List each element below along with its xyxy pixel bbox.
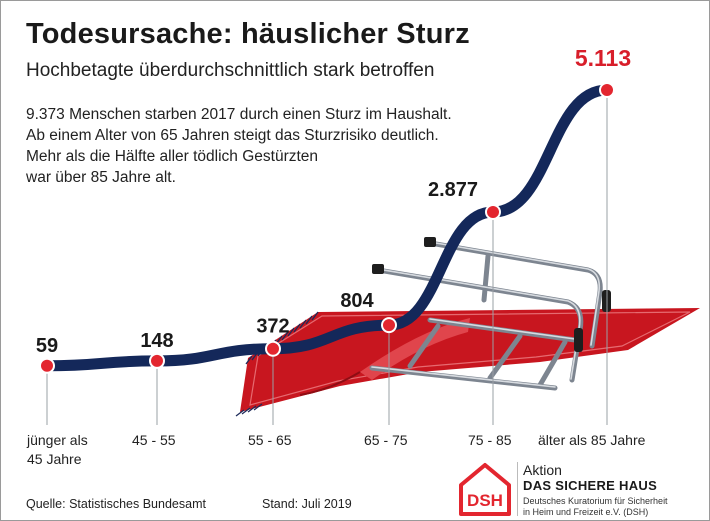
logo-line-org: Deutsches Kuratorium für Sicherheit (523, 496, 668, 506)
walker-illustration (369, 237, 611, 391)
x-tick-label: 45 - 55 (132, 432, 176, 448)
description-line: war über 85 Jahre alt. (26, 169, 176, 186)
data-point (149, 352, 165, 369)
data-point (599, 82, 615, 98)
data-label: 5.113 (575, 45, 631, 71)
logo-line-aktion: Aktion (523, 462, 562, 478)
source-note: Quelle: Statistisches Bundesamt (26, 497, 206, 511)
data-point (485, 204, 501, 221)
x-tick-label: 75 - 85 (468, 432, 512, 448)
date-note: Stand: Juli 2019 (262, 497, 352, 511)
logo-abbr: DSH (467, 491, 503, 510)
data-point (381, 317, 397, 334)
data-point (39, 357, 55, 374)
chart-title: Todesursache: häuslicher Sturz (26, 18, 470, 50)
data-label: 372 (256, 316, 289, 338)
description-line: Mehr als die Hälfte aller tödlich Gestür… (26, 148, 319, 165)
value-labels: 59 148 372 804 2.877 5.113 (36, 45, 631, 357)
data-markers (39, 82, 615, 374)
logo-line-org: in Heim und Freizeit e.V. (DSH) (523, 507, 649, 517)
data-label: 148 (140, 330, 173, 352)
dsh-logo: DSH (459, 463, 511, 516)
x-tick-label: jünger als 45 Jahre (27, 432, 88, 467)
logo-text: Aktion DAS SICHERE HAUS Deutsches Kurato… (523, 462, 703, 518)
x-tick-label: älter als 85 Jahre (538, 432, 646, 448)
description-line: 9.373 Menschen starben 2017 durch einen … (26, 106, 452, 123)
chart-subtitle: Hochbetagte überdurchschnittlich stark b… (26, 60, 435, 81)
data-label: 59 (36, 335, 58, 357)
logo-line-name: DAS SICHERE HAUS (523, 478, 658, 493)
data-label: 2.877 (428, 179, 478, 201)
x-tick-label: 65 - 75 (364, 432, 408, 448)
data-point (265, 340, 281, 357)
data-label: 804 (340, 290, 374, 312)
x-tick-label: 55 - 65 (248, 432, 292, 448)
logo-divider (517, 462, 518, 516)
guide-lines (46, 90, 608, 425)
description-line: Ab einem Alter von 65 Jahren steigt das … (26, 127, 439, 144)
chart-description: 9.373 Menschen starben 2017 durch einen … (26, 104, 456, 188)
